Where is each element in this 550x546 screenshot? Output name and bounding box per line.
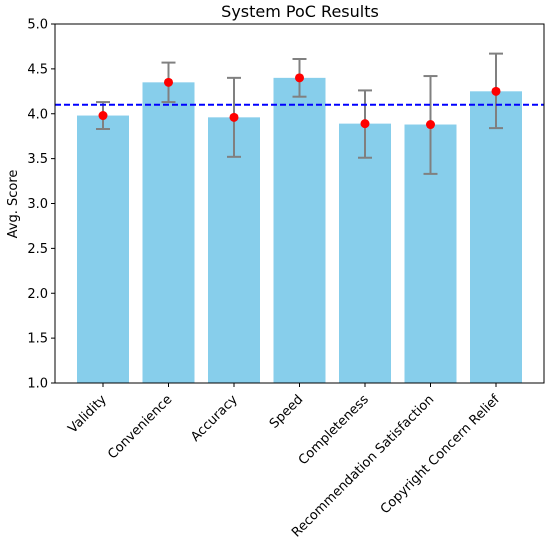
y-tick-label: 3.0 — [27, 197, 48, 212]
x-tick-label: Copyright Concern Relief — [378, 392, 503, 517]
mean-point — [491, 86, 501, 96]
y-axis-label: Avg. Score — [6, 170, 21, 239]
mean-point — [426, 120, 435, 130]
bar — [273, 77, 326, 383]
x-tick-label: Speed — [267, 392, 306, 431]
y-tick-label: 1.0 — [27, 377, 48, 392]
chart-title: System PoC Results — [221, 2, 379, 21]
y-tick-label: 2.0 — [27, 287, 48, 302]
plot-area: 1.0 1.5 2.0 2.5 3.0 3.5 4.0 4.5 5.0 ValidityConve… — [27, 18, 545, 540]
mean-point — [229, 112, 239, 122]
bar — [470, 91, 522, 383]
mean-point — [98, 111, 108, 121]
y-tick-label: 5.0 — [27, 18, 48, 33]
x-tick-label: Recommendation Satisfaction — [289, 392, 437, 540]
mean-point — [360, 119, 370, 129]
bar — [208, 117, 260, 383]
y-tick-label: 4.5 — [27, 62, 48, 77]
mean-point — [295, 73, 304, 83]
y-tick-label: 2.5 — [27, 242, 48, 257]
bar — [77, 115, 129, 384]
x-tick-label: Validity — [65, 392, 110, 437]
x-tick-label: Completeness — [296, 392, 372, 468]
y-tick-label: 4.0 — [27, 107, 48, 122]
bar — [142, 82, 195, 384]
y-tick-label: 1.5 — [27, 332, 48, 347]
mean-point — [164, 77, 173, 87]
y-tick-label: 3.5 — [27, 152, 48, 167]
x-tick-label: Convenience — [105, 392, 175, 462]
x-tick-label: Accuracy — [188, 392, 241, 445]
bar — [339, 123, 391, 383]
